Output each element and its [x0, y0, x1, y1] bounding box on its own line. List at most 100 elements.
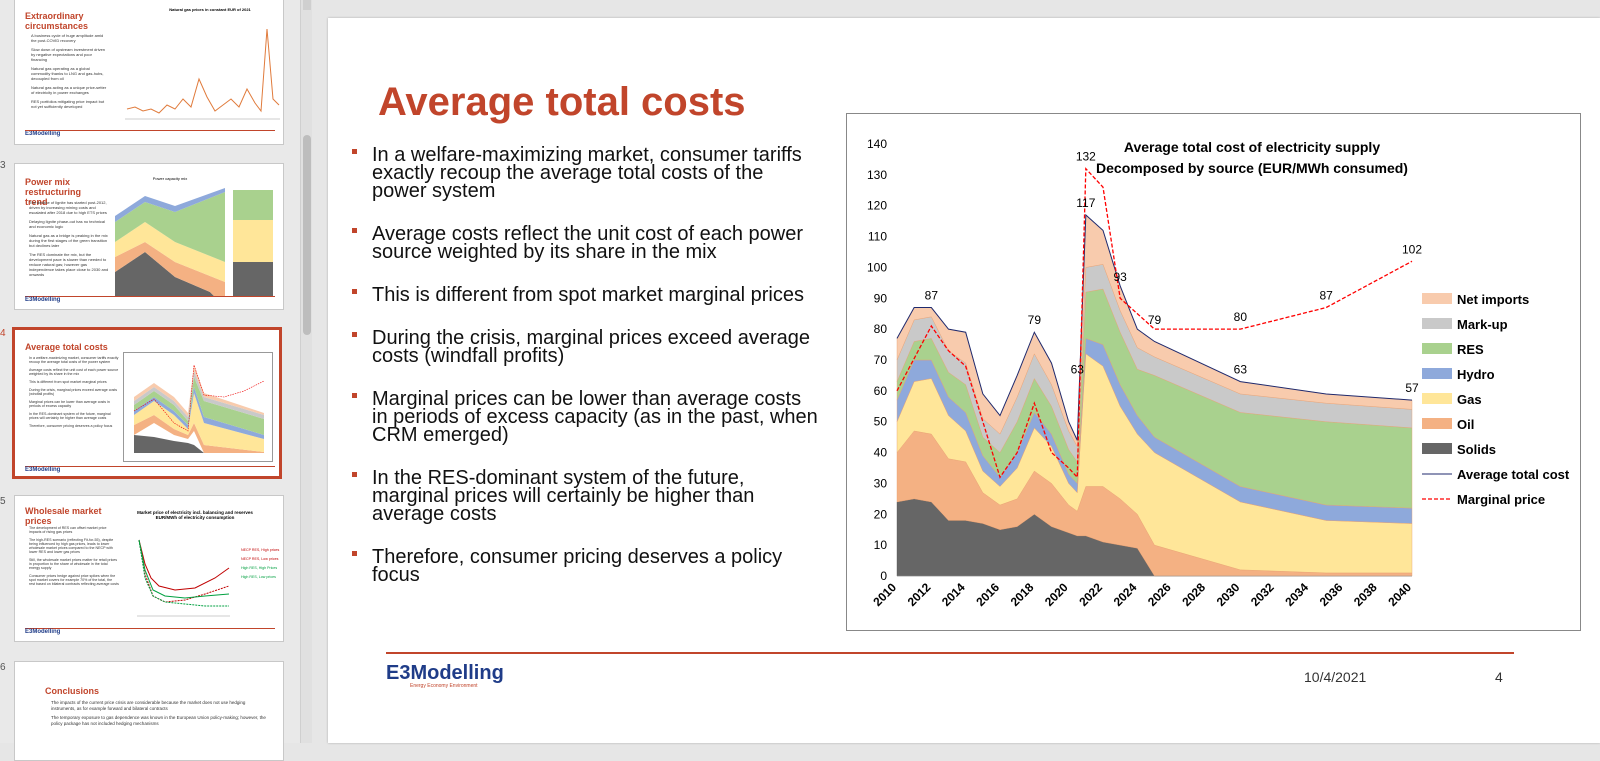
y-tick-label: 0: [880, 569, 887, 583]
data-label: 63: [1071, 363, 1085, 377]
bullet-item: Therefore, consumer pricing deserves a p…: [352, 547, 822, 585]
thumb-bullet: Natural gas operating as a global commod…: [31, 66, 104, 81]
logo-text: E3Modelling: [386, 662, 504, 684]
thumb-legend-item: NECP RES, High prices: [241, 548, 280, 552]
thumb-legend: NECP RES, High prices NECP RES, Low pric…: [241, 548, 281, 584]
thumb-bullet: Average costs reflect the unit cost of e…: [29, 368, 119, 376]
marginal-price-line: [896, 167, 1413, 479]
thumb-bullet: This is different from spot market margi…: [29, 380, 107, 384]
bullet-text: Marginal prices can be lower than averag…: [372, 388, 818, 446]
thumb-legend-item: High RES, High Prices: [241, 566, 278, 570]
x-tick-label: 2024: [1111, 580, 1140, 609]
bullet-marker: [352, 332, 357, 337]
legend-label: Net imports: [1457, 292, 1529, 307]
legend-swatch: [1422, 368, 1452, 379]
slide-thumbnail-3[interactable]: Power mix restructuring trend The declin…: [14, 163, 284, 310]
thumb-bullets: The development of RES can offset market…: [29, 526, 119, 590]
thumb-bullet: The RES dominate the mix, but the develo…: [29, 252, 109, 277]
bullet-item: Average costs reflect the unit cost of e…: [352, 223, 822, 263]
legend-swatch: [1422, 343, 1452, 354]
bullet-text: Average costs reflect the unit cost of e…: [372, 223, 803, 263]
thumb-number: 3: [0, 160, 6, 171]
data-label: 102: [1402, 242, 1422, 256]
thumb-bullet: The high-RES scenario (reflecting Fit-fo…: [29, 538, 114, 554]
bullet-item: This is different from spot market margi…: [352, 285, 822, 305]
thumb-title: Power mix restructuring trend: [25, 177, 82, 207]
legend-label: Gas: [1457, 392, 1482, 407]
slide-thumbnail-4-active[interactable]: Average total costs In a welfare-maximiz…: [12, 327, 282, 479]
thumb-logo: E3Modelling: [25, 467, 61, 473]
legend-label: Marginal price: [1457, 492, 1545, 507]
thumb-bullet: The impacts of the current price crisis …: [51, 700, 246, 711]
data-label: 132: [1076, 150, 1096, 164]
x-tick-label: 2028: [1179, 580, 1208, 609]
bullet-item: In the RES-dominant system of the future…: [352, 467, 822, 525]
thumb-bullet: Natural gas as a bridge is peaking in th…: [29, 233, 108, 248]
legend-swatch: [1422, 293, 1452, 304]
thumb-chart-title: Power capacity mix: [152, 176, 188, 181]
slide-thumbnail-6[interactable]: Conclusions The impacts of the current p…: [14, 661, 284, 761]
bullet-text: In a welfare-maximizing market, consumer…: [372, 144, 802, 202]
bullet-marker: [352, 393, 357, 398]
y-tick-label: 20: [874, 507, 888, 521]
slide-thumbnail-5[interactable]: Wholesale market prices The development …: [14, 495, 284, 642]
thumb-bullet: The temporary exposure to gas dependence…: [51, 715, 266, 726]
thumb-bullets: In a welfare-maximizing market, consumer…: [29, 356, 121, 432]
bullet-marker: [352, 472, 357, 477]
thumb-bullet: During the crisis, marginal prices excee…: [29, 388, 118, 396]
x-tick-label: 2030: [1214, 580, 1243, 609]
thumb-number: 6: [0, 662, 6, 673]
y-tick-label: 140: [867, 137, 887, 151]
thumb-area-chart: [115, 188, 273, 297]
data-label: 79: [1148, 313, 1162, 327]
slide-title[interactable]: Average total costs: [378, 80, 746, 124]
y-tick-label: 30: [874, 476, 888, 490]
x-tick-label: 2038: [1351, 580, 1380, 609]
thumb-logo: E3Modelling: [25, 297, 61, 303]
thumb-bullet: Natural gas acting as a unique price-set…: [31, 85, 107, 95]
y-tick-label: 130: [867, 168, 887, 182]
bullet-list[interactable]: In a welfare-maximizing market, consumer…: [352, 144, 822, 609]
bullet-text: During the crisis, marginal prices excee…: [372, 327, 810, 367]
slide-canvas[interactable]: Average total costs In a welfare-maximiz…: [328, 18, 1600, 743]
thumb-footer-line: [25, 130, 275, 131]
x-tick-label: 2032: [1248, 580, 1277, 609]
thumb-logo: E3Modelling: [25, 629, 61, 635]
bullet-marker: [352, 149, 357, 154]
thumb-legend-item: High RES, Low prices: [241, 575, 276, 579]
legend-label: RES: [1457, 342, 1484, 357]
scroll-up-arrow[interactable]: [303, 0, 311, 10]
thumb-bullet: A business cycle of huge amplitude amid …: [31, 33, 104, 43]
slide-page-number: 4: [1495, 669, 1503, 685]
y-tick-label: 40: [874, 446, 888, 460]
legend-swatch: [1422, 318, 1452, 329]
x-tick-label: 2034: [1282, 580, 1311, 609]
thumb-chart-title: Market price of electricity incl. balanc…: [137, 510, 253, 520]
bullet-text: In the RES-dominant system of the future…: [372, 467, 755, 525]
x-tick-label: 2010: [870, 580, 899, 609]
thumb-title: Average total costs: [25, 342, 108, 352]
thumb-bullet: Slow down of upstream investment driven …: [31, 47, 106, 62]
legend-swatch: [1422, 393, 1452, 404]
cost-chart[interactable]: 0 10 20 30 40 50 60 70 80 90 100 110 120 130 140 2010 20…: [846, 113, 1581, 631]
thumbnail-scrollbar[interactable]: [300, 0, 312, 743]
y-tick-label: 110: [868, 230, 887, 244]
data-label: 117: [1076, 196, 1095, 210]
bullet-marker: [352, 551, 357, 556]
y-tick-label: 60: [874, 384, 888, 398]
thumb-number: 5: [0, 496, 6, 507]
data-label: 93: [1113, 270, 1127, 284]
bullet-item: In a welfare-maximizing market, consumer…: [352, 144, 822, 202]
bullet-item: During the crisis, marginal prices excee…: [352, 327, 822, 367]
thumb-bullet: In the RES-dominant system of the future…: [29, 412, 111, 420]
data-label: 80: [1234, 310, 1248, 324]
scrollbar-thumb[interactable]: [303, 135, 311, 335]
thumb-price-chart: [137, 539, 230, 617]
y-tick-label: 100: [867, 260, 887, 274]
slide-thumbnail-2[interactable]: Extraordinary circumstances A business c…: [14, 0, 284, 145]
x-tick-label: 2016: [973, 580, 1002, 609]
thumb-title: Conclusions: [45, 686, 100, 696]
thumb-cost-chart: [123, 352, 273, 462]
data-label: 57: [1405, 381, 1419, 395]
